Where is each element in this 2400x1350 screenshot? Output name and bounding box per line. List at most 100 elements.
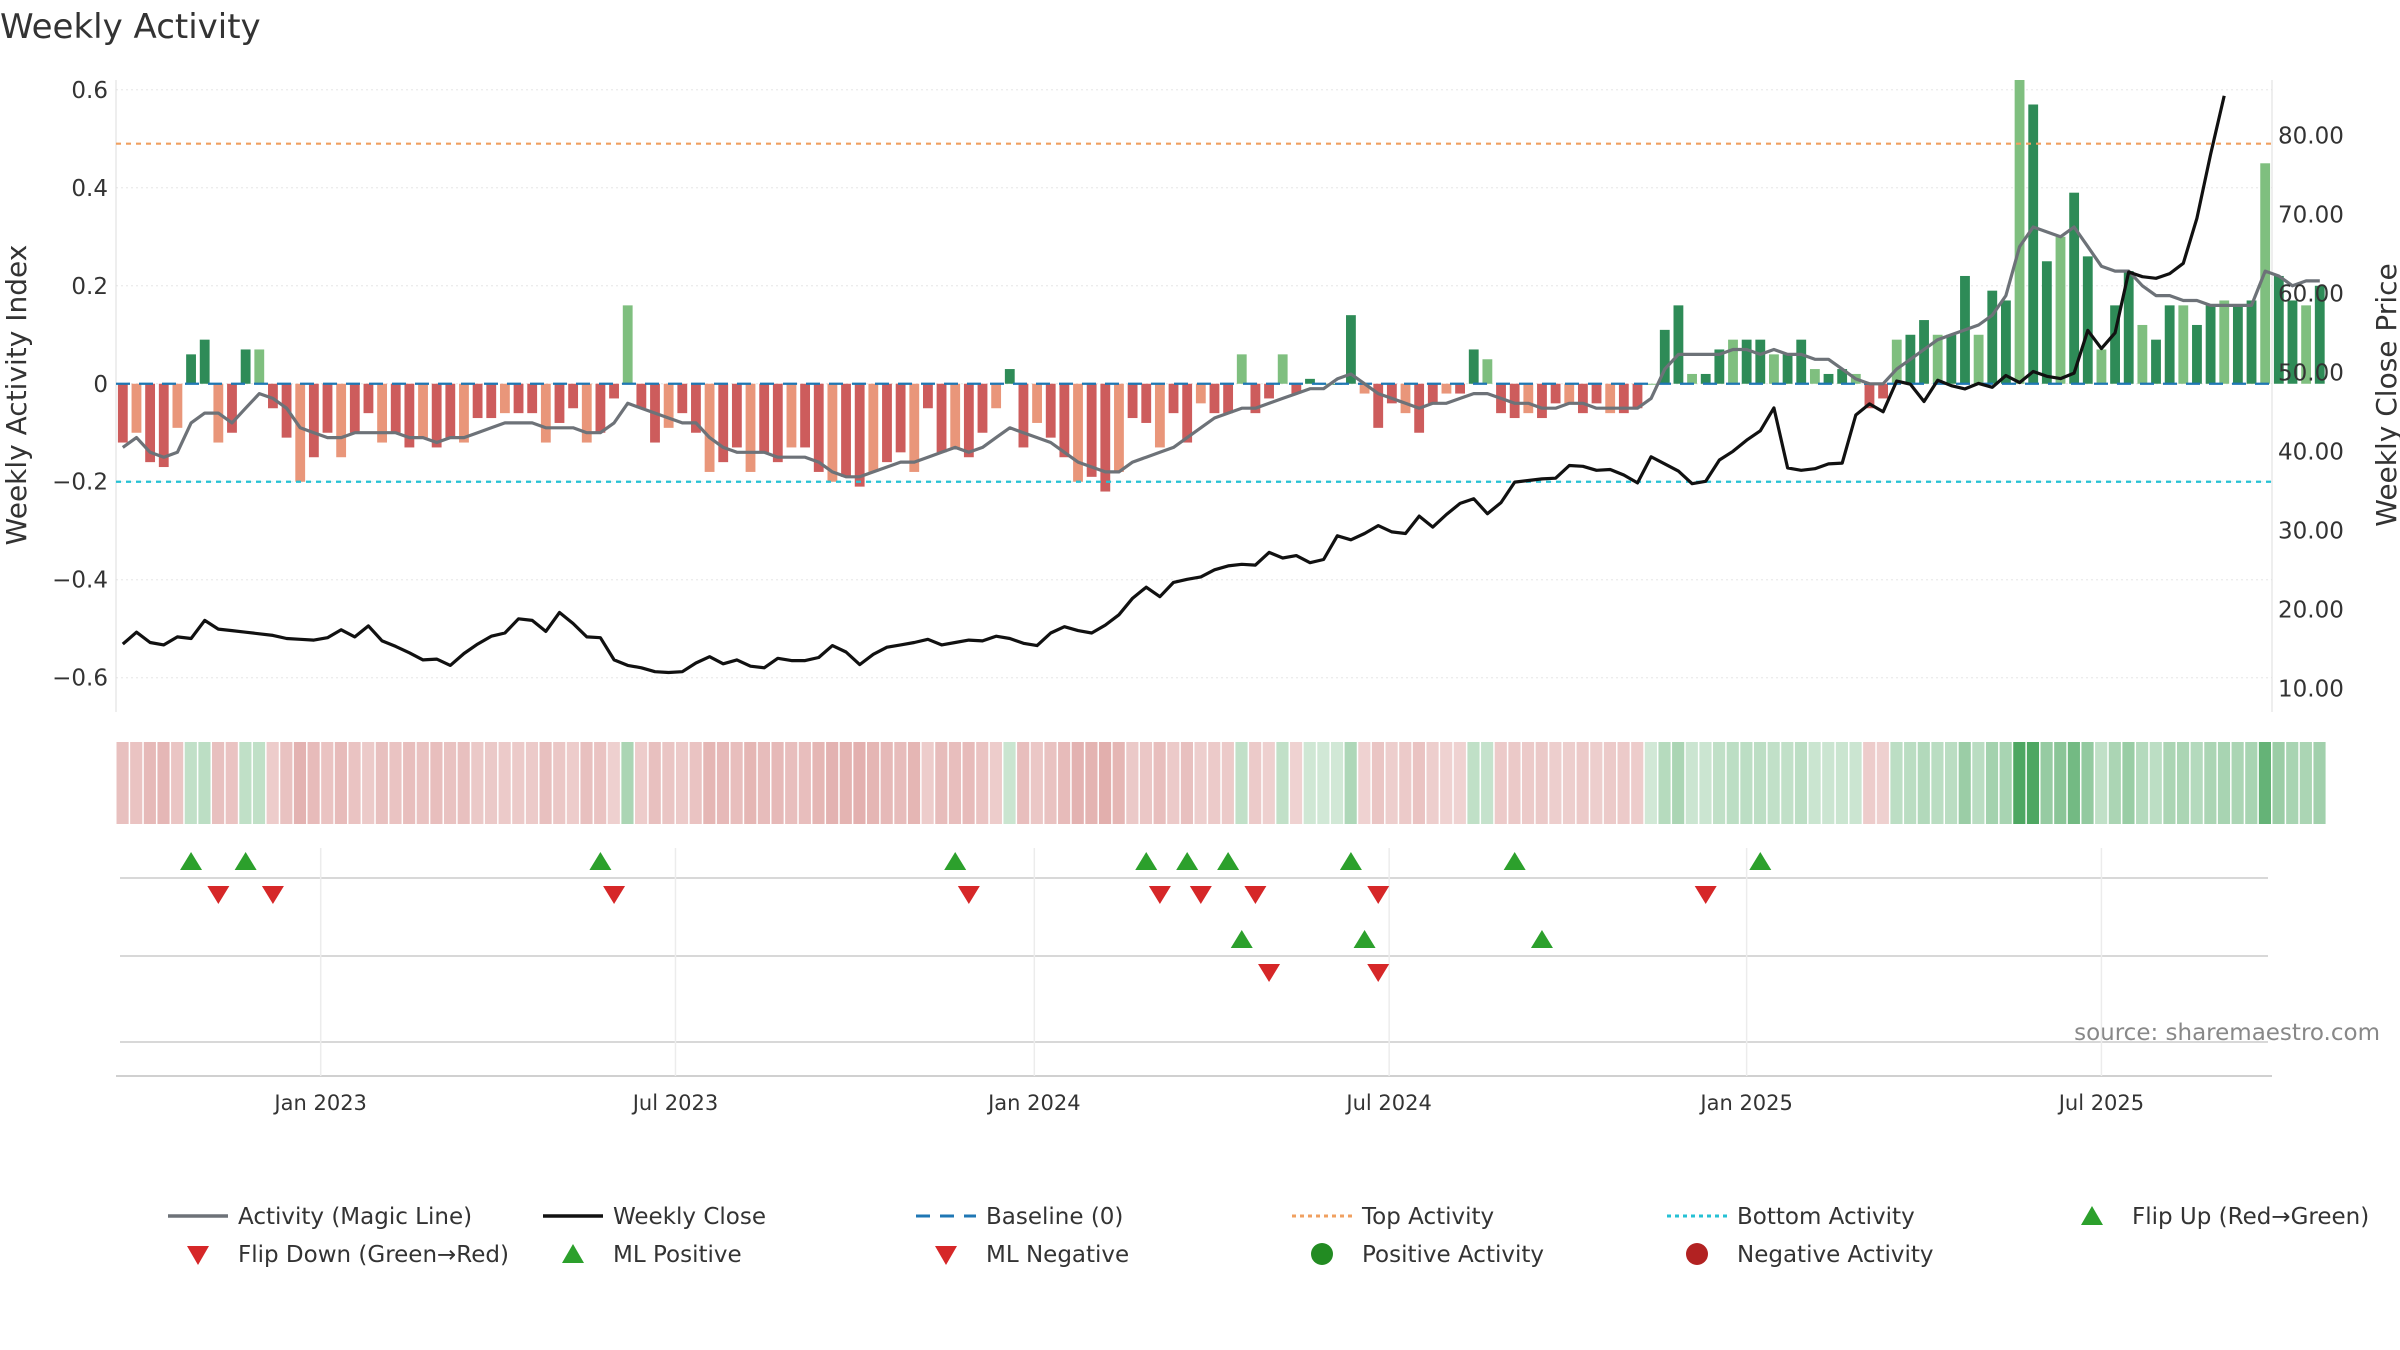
y-axis-label: Weekly Activity Index [0, 245, 33, 546]
heat-cell [785, 742, 798, 824]
heat-cell [1235, 742, 1248, 824]
activity-bar [2205, 305, 2216, 384]
heat-cell [2054, 742, 2067, 824]
activity-bar [2246, 300, 2257, 384]
heat-cell [1699, 742, 1712, 824]
flip-up-marker [1503, 852, 1526, 870]
x-tick-label: Jan 2025 [1698, 1091, 1793, 1115]
activity-bar [1932, 334, 1943, 384]
activity-bar [922, 383, 933, 409]
heat-cell [280, 742, 293, 824]
legend-swatch-triangle-up [2081, 1206, 2103, 1225]
activity-bar [2123, 271, 2134, 384]
heat-cell [430, 742, 443, 824]
heat-cell [1030, 742, 1043, 824]
activity-bar [909, 383, 920, 472]
heat-cell [2286, 742, 2299, 824]
ml-negative-marker [1367, 964, 1390, 982]
heat-cell [1167, 742, 1180, 824]
y-tick-label: −0.6 [52, 666, 108, 692]
activity-bar [1100, 383, 1111, 492]
heat-cell [1931, 742, 1944, 824]
activity-bar [2287, 300, 2298, 384]
activity-bar [1878, 383, 1889, 399]
flip-down-marker [1244, 886, 1267, 904]
activity-bar [172, 383, 183, 428]
heat-cell [321, 742, 334, 824]
activity-bar [1045, 383, 1056, 438]
flip-up-marker [944, 852, 967, 870]
activity-bar [1605, 383, 1616, 414]
activity-bar [1591, 383, 1602, 404]
activity-bar [1086, 383, 1097, 477]
heat-cell [1808, 742, 1821, 824]
flip-down-marker [207, 886, 230, 904]
activity-bar [322, 383, 333, 433]
heat-cell [853, 742, 866, 824]
heat-cell [416, 742, 429, 824]
activity-bar [554, 383, 565, 423]
y2-tick-label: 50.00 [2278, 360, 2344, 386]
legend-label: Positive Activity [1362, 1242, 1544, 1268]
x-tick-label: Jan 2023 [272, 1091, 367, 1115]
ml-positive-marker [1230, 930, 1253, 948]
legend-item: Negative Activity [1686, 1242, 1934, 1268]
heat-cell [1508, 742, 1521, 824]
heat-cell [2258, 742, 2271, 824]
flip-up-marker [234, 852, 257, 870]
activity-bar [1209, 383, 1220, 414]
activity-bar [786, 383, 797, 448]
activity-bar [1837, 369, 1848, 384]
legend-item: Bottom Activity [1667, 1204, 1915, 1230]
activity-bar [1919, 320, 1929, 384]
activity-bar [2096, 349, 2107, 384]
activity-bar [1168, 383, 1179, 414]
flip-down-marker [1367, 886, 1390, 904]
activity-bar [1195, 383, 1206, 404]
activity-bar [1509, 383, 1520, 419]
legend: Activity (Magic Line) Weekly Close Baselin… [168, 1204, 2369, 1268]
heat-cell [212, 742, 225, 824]
heat-cell [1726, 742, 1739, 824]
heat-cell [484, 742, 498, 824]
flip-down-marker [261, 886, 284, 904]
x-tick-label: Jan 2024 [986, 1091, 1081, 1115]
flip-up-marker [1217, 852, 1240, 870]
activity-bar [1305, 378, 1315, 384]
activity-bar [636, 383, 647, 409]
activity-bar [1809, 369, 1820, 384]
activity-bar [1973, 334, 1984, 384]
heat-cell [907, 742, 921, 824]
activity-bar [1400, 383, 1411, 414]
heat-cell [1426, 742, 1439, 824]
activity-bar [2314, 285, 2325, 384]
activity-bar [145, 383, 156, 463]
heat-cell [1521, 742, 1535, 824]
heat-cell [1794, 742, 1808, 824]
activity-bar [1891, 339, 1902, 384]
activity-bar [663, 383, 674, 428]
heat-cell [2122, 742, 2135, 824]
heat-cell [1945, 742, 1958, 824]
heat-cell [1221, 742, 1234, 824]
heat-cell [798, 742, 811, 824]
heat-cell [2026, 742, 2040, 824]
legend-label: Flip Down (Green→Red) [238, 1242, 509, 1268]
activity-bar [1291, 383, 1302, 394]
heat-cell [757, 742, 770, 824]
activity-bar [295, 383, 306, 482]
legend-item: Flip Up (Red→Green) [2081, 1204, 2369, 1230]
activity-bar [936, 383, 947, 453]
activity-bar [390, 383, 401, 433]
heat-cell [1044, 742, 1057, 824]
heat-cell [935, 742, 948, 824]
flip-up-marker [1176, 852, 1199, 870]
heat-cell [1317, 742, 1330, 824]
activity-bar [868, 383, 879, 472]
activity-bar [813, 383, 824, 472]
legend-label: Weekly Close [613, 1204, 766, 1230]
heat-cell [1058, 742, 1071, 824]
heat-cell [635, 742, 648, 824]
heat-cell [1290, 742, 1303, 824]
heat-cell [1208, 742, 1221, 824]
